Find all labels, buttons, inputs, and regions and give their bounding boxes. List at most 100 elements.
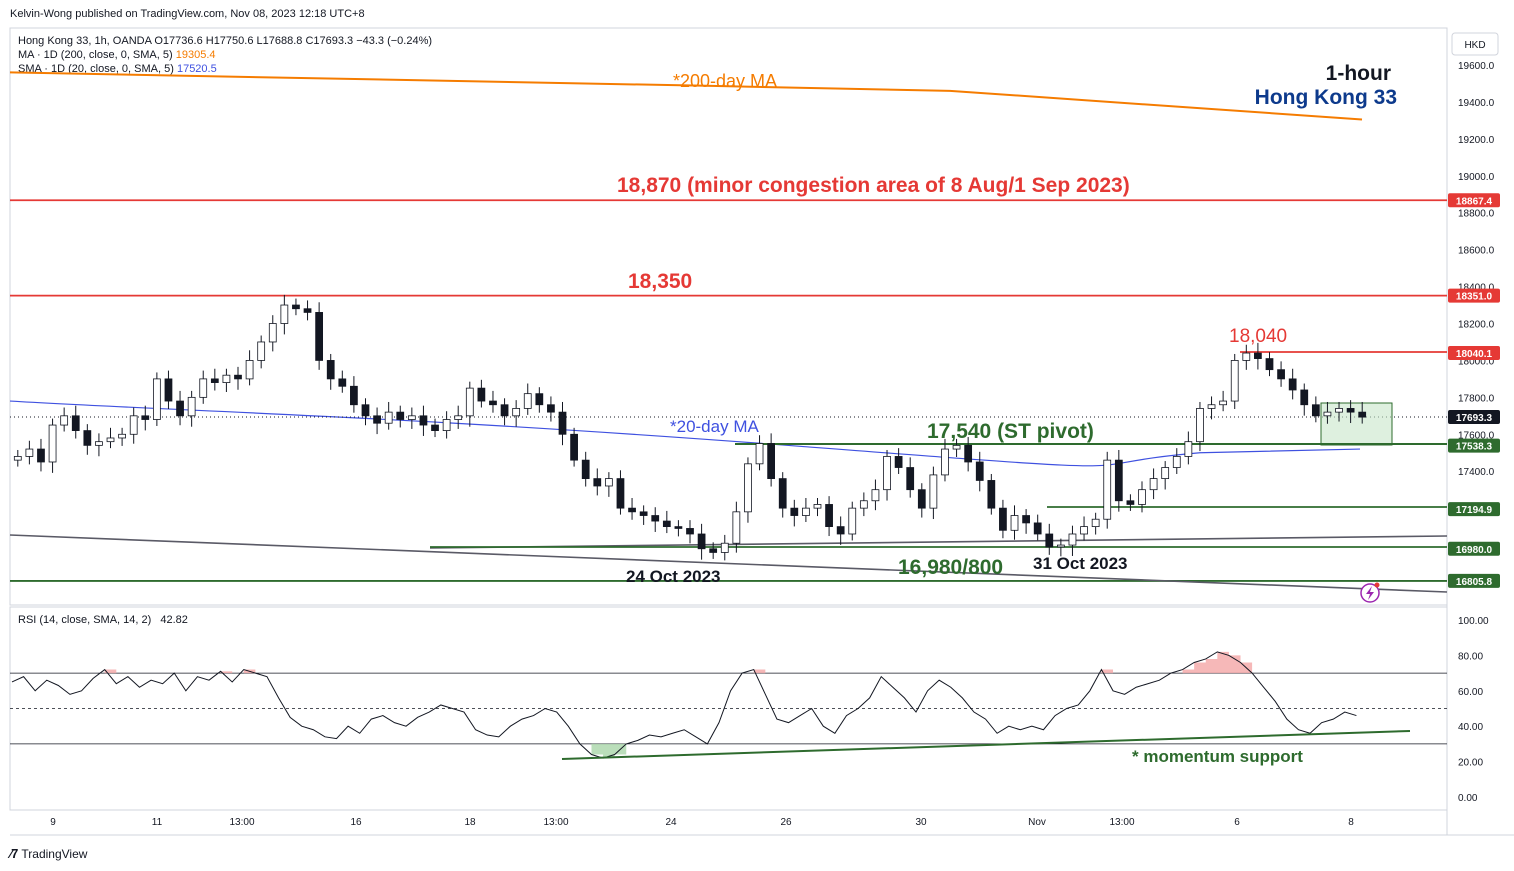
candle-body[interactable] [1161,467,1170,479]
candle-body[interactable] [570,433,578,461]
candle-body[interactable] [199,378,208,398]
candle-body[interactable] [37,448,45,463]
candle-body[interactable] [257,341,266,361]
candle-body[interactable] [164,378,173,402]
candle-body[interactable] [1149,478,1158,491]
candle-body[interactable] [71,415,80,431]
candle-body[interactable] [836,526,845,535]
candle-body[interactable] [894,456,903,468]
candle-body[interactable] [1196,408,1204,443]
candle-body[interactable] [964,444,973,463]
candle-body[interactable] [755,443,764,465]
candle-body[interactable] [315,312,324,361]
candle-body[interactable] [1056,544,1065,548]
candle-body[interactable] [477,387,486,402]
candle-body[interactable] [825,504,833,528]
candle-body[interactable] [1335,408,1343,413]
candle-body[interactable] [396,411,405,420]
candle-body[interactable] [1219,400,1228,406]
candle-body[interactable] [581,459,590,479]
candle-body[interactable] [662,520,671,528]
candle-body[interactable] [1300,389,1309,406]
candle-body[interactable] [1138,489,1146,505]
candle-body[interactable] [871,489,880,502]
candle-body[interactable] [547,404,555,413]
candle-body[interactable] [1254,352,1262,359]
candle-body[interactable] [141,415,150,420]
candle-body[interactable] [778,478,787,509]
rsi-line[interactable] [11,651,1357,759]
candle-body[interactable] [558,411,567,435]
ma200-line[interactable] [9,71,1363,121]
candle-body[interactable] [13,456,22,461]
candle-body[interactable] [512,408,521,417]
sma20-line[interactable] [9,400,1361,467]
candle-body[interactable] [129,415,138,435]
consolidation-box[interactable] [1320,402,1393,446]
legend-symbol[interactable]: Hong Kong 33, 1h, OANDA [18,35,152,47]
candle-body[interactable] [1114,459,1123,502]
legend-ma200-row[interactable]: MA · 1D (200, close, 0, SMA, 5) 19305.4 [18,48,432,62]
candle-body[interactable] [303,308,312,313]
candle-body[interactable] [1080,526,1088,535]
candle-body[interactable] [848,507,857,535]
candle-body[interactable] [1242,352,1251,361]
candle-body[interactable] [326,360,335,380]
candle-body[interactable] [859,500,868,509]
candle-body[interactable] [1010,515,1019,531]
candle-body[interactable] [1346,408,1355,413]
candle-body[interactable] [813,504,822,509]
candle-body[interactable] [604,478,613,487]
candle-body[interactable] [338,378,347,387]
candle-body[interactable] [697,533,706,550]
candle-body[interactable] [1022,515,1030,524]
candle-body[interactable] [628,507,636,513]
candle-body[interactable] [1068,533,1077,546]
candle-body[interactable] [535,393,544,406]
candle-body[interactable] [280,304,289,324]
candle-body[interactable] [1126,500,1135,505]
candle-body[interactable] [1172,456,1181,468]
candle-body[interactable] [593,478,602,487]
candle-body[interactable] [732,511,741,544]
legend-sma20-row[interactable]: SMA · 1D (20, close, 0, SMA, 5) 17520.5 [18,62,432,76]
footer-brand[interactable]: ⁄7 TradingView [10,846,87,861]
candle-body[interactable] [48,424,57,463]
candle-body[interactable] [999,507,1007,531]
candle-body[interactable] [222,374,231,383]
ascending-trendline[interactable] [429,535,1448,549]
candle-body[interactable] [407,415,416,420]
candle-body[interactable] [720,542,729,553]
candle-body[interactable] [639,511,648,516]
candle-body[interactable] [1103,459,1112,520]
candle-body[interactable] [1033,522,1042,535]
candle-body[interactable] [83,430,92,446]
candle-body[interactable] [767,443,776,479]
candle-body[interactable] [210,378,219,383]
candle-body[interactable] [1091,518,1100,528]
candle-body[interactable] [292,304,300,310]
candle-body[interactable] [929,474,938,509]
candle-body[interactable] [616,478,625,509]
candle-body[interactable] [454,415,463,420]
candle-body[interactable] [361,404,370,417]
candle-body[interactable] [523,393,532,409]
candle-body[interactable] [419,415,428,426]
candle-body[interactable] [373,415,381,424]
candle-body[interactable] [489,400,497,406]
candle-body[interactable] [1277,369,1285,380]
candle-body[interactable] [906,467,915,491]
candle-body[interactable] [1045,533,1054,548]
candle-body[interactable] [106,437,115,443]
candle-body[interactable] [744,463,752,513]
candle-body[interactable] [1207,404,1216,409]
candle-body[interactable] [651,515,660,522]
rsi-legend[interactable]: RSI (14, close, SMA, 14, 2) 42.82 [18,614,188,626]
candle-body[interactable] [187,396,196,417]
candle-body[interactable] [709,548,718,553]
candle-body[interactable] [442,419,451,431]
candle-body[interactable] [431,424,439,431]
candle-body[interactable] [1323,411,1332,417]
candle-body[interactable] [941,448,949,476]
